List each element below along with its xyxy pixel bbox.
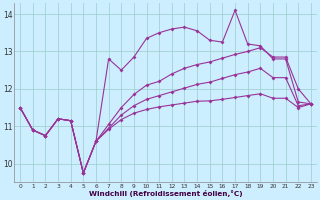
X-axis label: Windchill (Refroidissement éolien,°C): Windchill (Refroidissement éolien,°C) xyxy=(89,190,242,197)
